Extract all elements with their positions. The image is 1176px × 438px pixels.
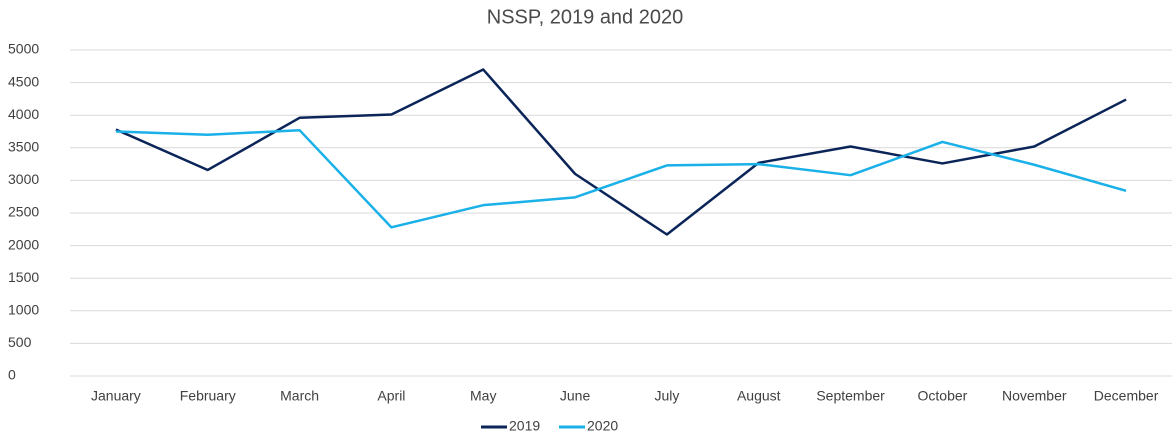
y-tick-label: 3500 [8,139,39,155]
y-tick-label: 2500 [8,204,39,220]
x-tick-label: April [377,388,405,404]
x-tick-label: March [280,388,319,404]
y-tick-label: 3000 [8,171,39,187]
x-tick-label: November [1002,388,1067,404]
legend-label: 2019 [509,418,540,434]
y-tick-label: 500 [8,334,32,350]
x-tick-label: October [918,388,968,404]
x-tick-label: July [654,388,679,404]
x-tick-label: December [1094,388,1159,404]
x-tick-label: June [560,388,591,404]
line-series [115,128,1127,229]
legend-label: 2020 [587,418,618,434]
y-tick-label: 1000 [8,302,39,318]
chart-title: NSSP, 2019 and 2020 [487,6,683,28]
x-tick-label: August [737,388,781,404]
x-tick-label: February [180,388,236,404]
y-tick-label: 1500 [8,269,39,285]
y-tick-label: 2000 [8,236,39,252]
x-tick-label: May [470,388,496,404]
y-tick-label: 0 [8,367,16,383]
line-series [115,68,1127,236]
y-tick-label: 5000 [8,41,39,57]
y-tick-label: 4500 [8,73,39,89]
y-tick-label: 4000 [8,106,39,122]
x-tick-label: January [91,388,141,404]
x-tick-label: September [816,388,885,404]
